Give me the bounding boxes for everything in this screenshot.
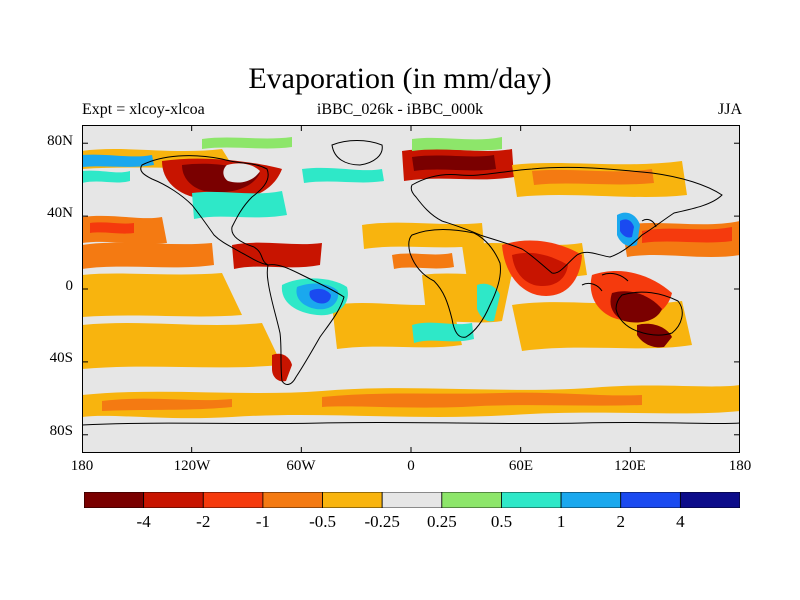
colorbar-label: -0.25 <box>364 512 400 531</box>
evaporation-map <box>82 125 740 453</box>
colorbar-box <box>501 492 562 508</box>
colorbar-box <box>84 492 145 508</box>
experiment-label: Expt = xlcoy-xlcoa <box>82 101 205 118</box>
colorbar <box>84 492 740 508</box>
lon-tick-label: 0 <box>407 458 415 474</box>
colorbar-box <box>381 492 443 508</box>
colorbar-label: 0.25 <box>426 512 457 531</box>
season-label: JJA <box>717 101 742 118</box>
colorbar-label: -4 <box>136 512 151 531</box>
colorbar-box <box>262 492 323 508</box>
lon-tick-label: 180 <box>728 458 752 474</box>
lat-tick-label: 80S <box>49 423 73 439</box>
colorbar-label: -0.5 <box>309 512 336 531</box>
lon-tick-label: 180 <box>70 458 94 474</box>
difference-label: iBBC_026k - iBBC_000k <box>316 101 484 118</box>
colorbar-box <box>441 492 502 508</box>
coastlines <box>82 140 740 426</box>
lat-tick-label: 40N <box>47 205 73 221</box>
colorbar-label: 4 <box>676 512 685 531</box>
colorbar-box <box>560 492 622 508</box>
lon-tick-label: 120W <box>173 458 211 474</box>
colorbar-label: 0.5 <box>490 512 513 531</box>
colorbar-box <box>322 492 383 508</box>
colorbar-label: 1 <box>556 512 566 531</box>
lat-tick-label: 40S <box>49 350 73 366</box>
arctic-field <box>82 137 687 219</box>
colorbar-label: -2 <box>196 512 211 531</box>
lon-tick-label: 120E <box>614 458 646 474</box>
lon-tick-label: 60W <box>286 458 316 474</box>
colorbar-label: -1 <box>255 512 270 531</box>
lat-tick-label: 0 <box>65 278 74 294</box>
axis-ticks <box>82 125 740 453</box>
tropics-field <box>82 212 672 382</box>
lat-tick-label: 80N <box>47 133 73 149</box>
colorbar-box <box>202 492 264 508</box>
map-title: Evaporation (in mm/day) <box>248 62 552 95</box>
colorbar-label: 2 <box>616 512 625 531</box>
lon-tick-label: 60E <box>508 458 534 474</box>
colorbar-box <box>620 492 681 508</box>
colorbar-box <box>679 492 740 508</box>
colorbar-box <box>143 492 204 508</box>
